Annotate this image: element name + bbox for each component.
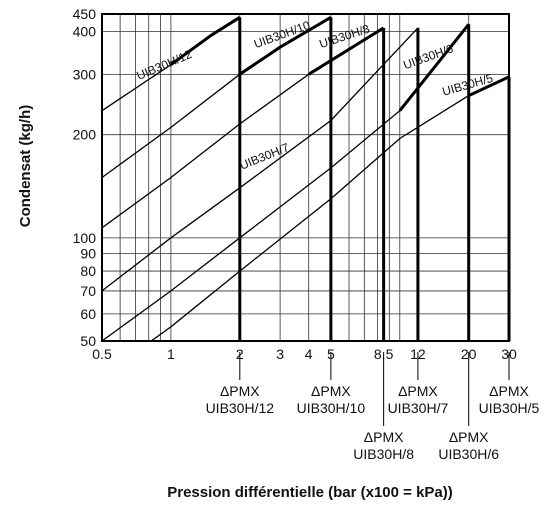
pmx-label-model: UIB30H/12 <box>206 400 275 416</box>
pmx-label-model: UIB30H/10 <box>297 400 366 416</box>
pmx-label-delta: ΔPMX <box>449 429 489 445</box>
pmx-label-model: UIB30H/5 <box>479 400 540 416</box>
y-tick-label: 70 <box>80 283 96 299</box>
pmx-label-model: UIB30H/7 <box>388 400 449 416</box>
y-tick-label: 300 <box>73 66 97 82</box>
series-line-capacity <box>170 16 241 66</box>
series-line-capacity <box>468 75 510 97</box>
pmx-label-delta: ΔPMX <box>489 383 529 399</box>
x-axis-label: Pression différentielle (bar (x100 = kPa… <box>167 484 453 501</box>
series-line <box>101 27 419 292</box>
series-label: UIB30H/6 <box>401 41 455 72</box>
y-tick-label: 90 <box>80 246 96 262</box>
series-group <box>101 16 511 342</box>
series-label: UIB30H/12 <box>134 47 194 83</box>
plot-border <box>101 13 510 342</box>
pmx-label-delta: ΔPMX <box>311 383 351 399</box>
pmx-label-delta: ΔPMX <box>398 383 438 399</box>
pmx-annotations: ΔPMXUIB30H/12ΔPMXUIB30H/10ΔPMXUIB30H/7ΔP… <box>206 352 540 462</box>
y-tick-label: 80 <box>80 263 96 279</box>
series-label: UIB30H/8 <box>318 22 372 51</box>
pmx-label-delta: ΔPMX <box>364 429 404 445</box>
y-tick-label: 450 <box>73 6 97 22</box>
x-tick-label: 3 <box>276 346 284 362</box>
series-line-capacity <box>238 16 332 76</box>
plot-frame <box>101 13 510 342</box>
y-tick-label: 200 <box>73 127 97 143</box>
series-line-capacity <box>398 23 470 112</box>
y-tick-label: 400 <box>73 24 97 40</box>
series-line <box>101 27 384 229</box>
pmx-label-model: UIB30H/8 <box>353 446 414 462</box>
series-line <box>101 16 332 179</box>
series-line-capacity <box>307 26 385 76</box>
y-tick-label: 100 <box>73 230 97 246</box>
pmx-label-model: UIB30H/6 <box>438 446 499 462</box>
x-tick-label: 0.5 <box>92 346 112 362</box>
tick-labels: 0.5123458.512203050607080901002003004004… <box>73 6 517 362</box>
x-tick-label: 4 <box>305 346 313 362</box>
y-tick-label: 60 <box>80 306 96 322</box>
pmx-label-delta: ΔPMX <box>220 383 260 399</box>
y-tick-label: 50 <box>80 333 96 349</box>
x-tick-label: 1 <box>167 346 175 362</box>
y-axis-label: Condensat (kg/h) <box>17 105 34 228</box>
